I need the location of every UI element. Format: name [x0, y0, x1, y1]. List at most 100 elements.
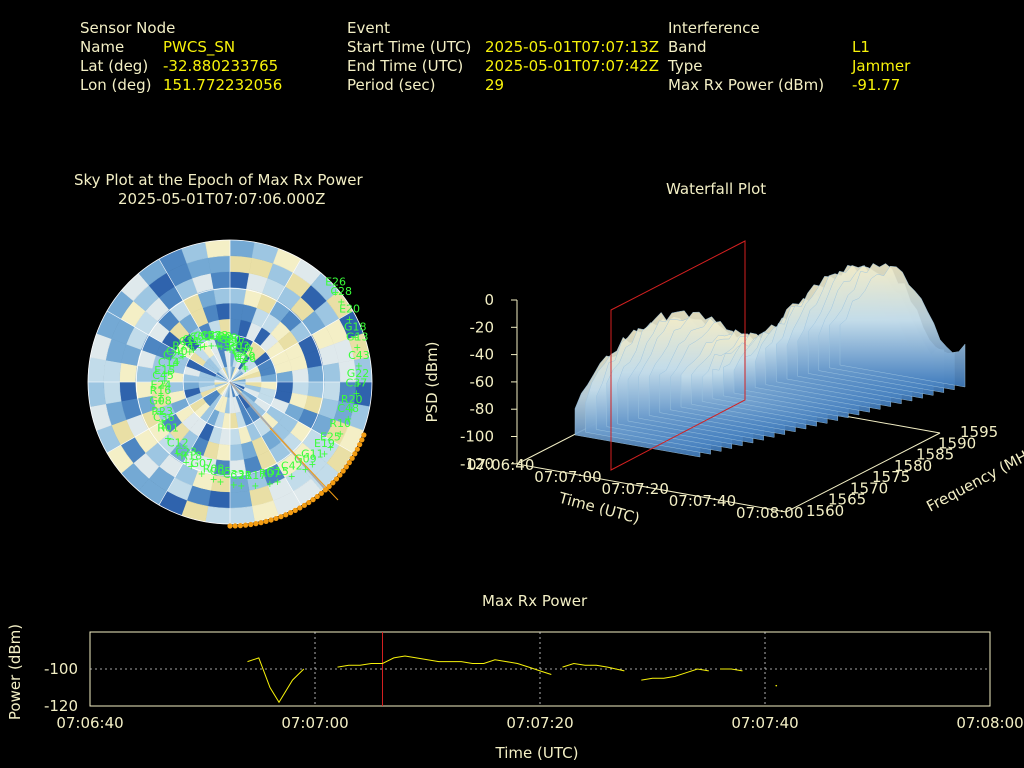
interference-band-label: Band [668, 38, 707, 56]
skyplot-sat-plus: + [210, 475, 218, 486]
skyplot-sat-plus: + [237, 481, 245, 492]
skyplot-sat-label: C33 [223, 468, 245, 481]
skyplot-edge-marker [352, 451, 358, 457]
skyplot-sat-label: C11 [179, 335, 201, 348]
skyplot-spoke [229, 381, 354, 454]
skyplot-edge-marker [242, 522, 249, 528]
power-x-label: Time (UTC) [495, 744, 579, 762]
skyplot-edge-marker [337, 472, 343, 478]
skyplot-sat-plus: + [161, 376, 169, 387]
skyplot-sat-label: E26 [325, 276, 346, 289]
skyplot-cell [307, 365, 325, 383]
interference-band-value: L1 [852, 38, 870, 56]
skyplot-edge-marker [258, 520, 264, 526]
skyplot-cell [205, 506, 231, 525]
waterfall-z-tick-label: -100 [460, 428, 494, 446]
skyplot-sat-label: R01 [157, 421, 179, 434]
skyplot-sat-label: G08 [149, 395, 172, 408]
event-start-value: 2025-05-01T07:07:13Z [485, 38, 659, 56]
skyplot-sat-plus: + [164, 433, 172, 444]
skyplot-cell [103, 381, 122, 405]
skyplot-sat-plus: + [157, 391, 165, 402]
waterfall-freq-axis [785, 432, 941, 513]
skyplot-edge-marker [322, 487, 328, 493]
skyplot-sat-plus: + [236, 354, 244, 365]
skyplot-sat-label: E08 [217, 332, 238, 345]
skyplot-sat-label: C10 [230, 342, 252, 355]
waterfall-freq-tick-label: 1580 [894, 457, 932, 475]
waterfall-freq-tick-label: 1575 [872, 468, 910, 486]
skyplot-sat-label: C20 [219, 333, 241, 346]
skyplot-sat-plus: + [159, 381, 167, 392]
skyplot-sat-label: C45 [152, 369, 174, 382]
skyplot-sat-plus: + [223, 344, 231, 355]
skyplot-edge-marker [278, 514, 284, 520]
skyplot-edge-marker [343, 464, 349, 470]
skyplot-sat-label: E25 [320, 430, 341, 443]
skyplot-sat-plus: + [165, 368, 173, 379]
skyplot-sat-plus: + [326, 442, 334, 453]
skyplot-sat-plus: + [182, 457, 190, 468]
skyplot-spoke [158, 258, 231, 383]
skyplot-cell [210, 271, 231, 290]
skyplot-sat-plus: + [231, 348, 239, 359]
power-x-tick-label: 07:07:20 [506, 714, 573, 732]
skyplot-cell [207, 490, 231, 509]
skyplot-edge-marker [297, 505, 303, 511]
event-title: Event [347, 19, 390, 37]
skyplot-sat-label: R03 [228, 340, 250, 353]
power-x-tick-label: 07:08:00 [956, 714, 1023, 732]
skyplot-sat-plus: + [251, 481, 259, 492]
sensor-lat-label: Lat (deg) [80, 57, 149, 75]
event-period-label: Period (sec) [347, 76, 436, 94]
sensor-name-label: Name [80, 38, 125, 56]
skyplot-sat-label: R07 [259, 467, 281, 480]
sensor-lon-value: 151.772232056 [163, 76, 283, 94]
waterfall-freq-tick-label: 1595 [960, 423, 998, 441]
interference-type-value: Jammer [852, 57, 911, 75]
skyplot-sat-plus: + [332, 288, 340, 299]
skyplot-sat-label: R18 [180, 450, 202, 463]
power-series-point [775, 684, 778, 687]
power-series-line [247, 657, 305, 704]
skyplot-sat-plus: + [352, 388, 360, 399]
interference-power-label: Max Rx Power (dBm) [668, 76, 825, 94]
skyplot-spoke [229, 310, 354, 383]
skyplot-sat-plus: + [344, 414, 352, 425]
skyplot-sat-plus: + [200, 342, 208, 353]
skyplot-sat-plus: + [353, 342, 361, 353]
waterfall-time-tick-label: 07:06:40 [467, 456, 534, 474]
event-end-value: 2025-05-01T07:07:42Z [485, 57, 659, 75]
sensor-lat-value: -32.880233765 [163, 57, 279, 75]
skyplot-sat-plus: + [216, 477, 224, 488]
skyplot-edge-marker [283, 512, 289, 518]
skyplot-sat-label: E24 [150, 379, 171, 392]
waterfall-time-axis [516, 463, 787, 513]
skyplot-sat-plus: + [186, 347, 194, 358]
skyplot-sat-plus: + [346, 314, 354, 325]
power-series-line [720, 668, 743, 672]
skyplot-cell [207, 255, 231, 274]
waterfall-z-tick-label: -20 [470, 318, 495, 336]
skyplot-sat-plus: + [207, 341, 215, 352]
skyplot-edge-marker [248, 521, 254, 528]
sensor-name-value: PWCS_SN [163, 38, 236, 56]
skyplot-sat-plus: + [190, 345, 198, 356]
skyplot-edge-marker [359, 437, 365, 443]
waterfall-surface [574, 263, 966, 458]
skyplot-sat-plus: + [230, 480, 238, 491]
skyplot-sat-label: R16 [150, 384, 172, 397]
skyplot-edge-marker [354, 446, 360, 452]
waterfall-marker-plane [610, 240, 746, 471]
skyplot-edge-marker [306, 499, 312, 506]
skyplot-edge-marker [237, 523, 244, 529]
skyplot-spoke [229, 381, 302, 506]
event-end-label: End Time (UTC) [347, 57, 464, 75]
power-y-tick-label: -120 [44, 697, 78, 715]
skyplot-sat-plus: + [179, 351, 187, 362]
skyplot-edge-marker [346, 459, 352, 466]
skyplot-sat-plus: + [308, 459, 316, 470]
sensor-lon-label: Lon (deg) [80, 76, 152, 94]
skyplot-sat-label: G15 [266, 465, 289, 478]
skyplot-title: Sky Plot at the Epoch of Max Rx Power [74, 171, 363, 189]
